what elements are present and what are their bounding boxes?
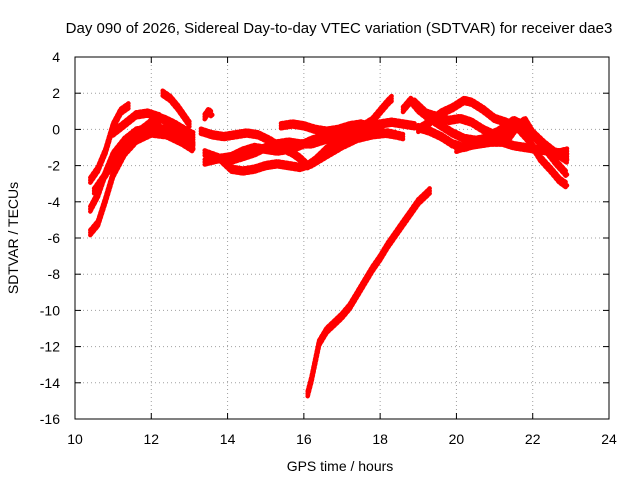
- series-track-13-markers-b: [305, 186, 432, 394]
- series-track-13-markers: [305, 191, 432, 399]
- x-tick-label: 14: [220, 431, 236, 447]
- y-tick-label: -4: [48, 194, 61, 210]
- y-tick-label: 4: [52, 49, 60, 65]
- x-tick-label: 24: [601, 431, 617, 447]
- y-axis-label: SDTVAR / TECUs: [5, 182, 21, 294]
- series-track-13: [305, 188, 432, 396]
- y-tick-label: -10: [40, 302, 60, 318]
- y-tick-label: -14: [40, 375, 60, 391]
- x-tick-label: 12: [143, 431, 159, 447]
- series-track-18-markers: [454, 142, 570, 158]
- y-tick-label: 2: [52, 85, 60, 101]
- series-track-12-markers-b: [278, 119, 398, 135]
- series-track-6-markers: [160, 93, 192, 129]
- series-track-17-markers: [416, 100, 570, 191]
- y-tick-label: -8: [48, 266, 61, 282]
- x-tick-label: 22: [525, 431, 541, 447]
- chart-title: Day 090 of 2026, Sidereal Day-to-day VTE…: [66, 20, 613, 37]
- y-tick-label: 0: [52, 121, 60, 137]
- y-tick-label: -2: [48, 158, 61, 174]
- series-track-16-markers-b: [416, 115, 570, 175]
- series-track-5-markers: [110, 113, 196, 151]
- series-track-12-markers: [278, 124, 398, 140]
- series-track-3-markers-b: [88, 101, 131, 180]
- series-track-7-markers: [202, 111, 215, 122]
- series-track-11: [202, 125, 371, 165]
- x-axis-label: GPS time / hours: [287, 458, 394, 474]
- series-track-4-markers-b: [91, 113, 196, 191]
- series-track-6-markers-b: [160, 88, 192, 124]
- y-tick-label: -12: [40, 339, 60, 355]
- x-tick-label: 18: [372, 431, 388, 447]
- series-track-10-markers-b: [198, 93, 394, 166]
- y-tick-label: -16: [40, 411, 60, 427]
- series-track-17-markers-b: [416, 95, 570, 186]
- series-track-11-markers: [202, 127, 371, 167]
- x-tick-label: 16: [296, 431, 312, 447]
- series-track-5-markers-b: [110, 108, 196, 146]
- series-track-7-markers-b: [202, 106, 215, 117]
- x-tick-label: 20: [449, 431, 465, 447]
- series-track-12: [278, 121, 398, 138]
- series-track-18-markers-b: [454, 137, 570, 153]
- series-track-9-markers: [202, 133, 406, 176]
- series-track-18: [454, 139, 570, 156]
- grid-lines: [75, 57, 609, 419]
- x-tick-label: 10: [67, 431, 83, 447]
- data-series: [88, 88, 570, 399]
- y-tick-label: -6: [48, 230, 61, 246]
